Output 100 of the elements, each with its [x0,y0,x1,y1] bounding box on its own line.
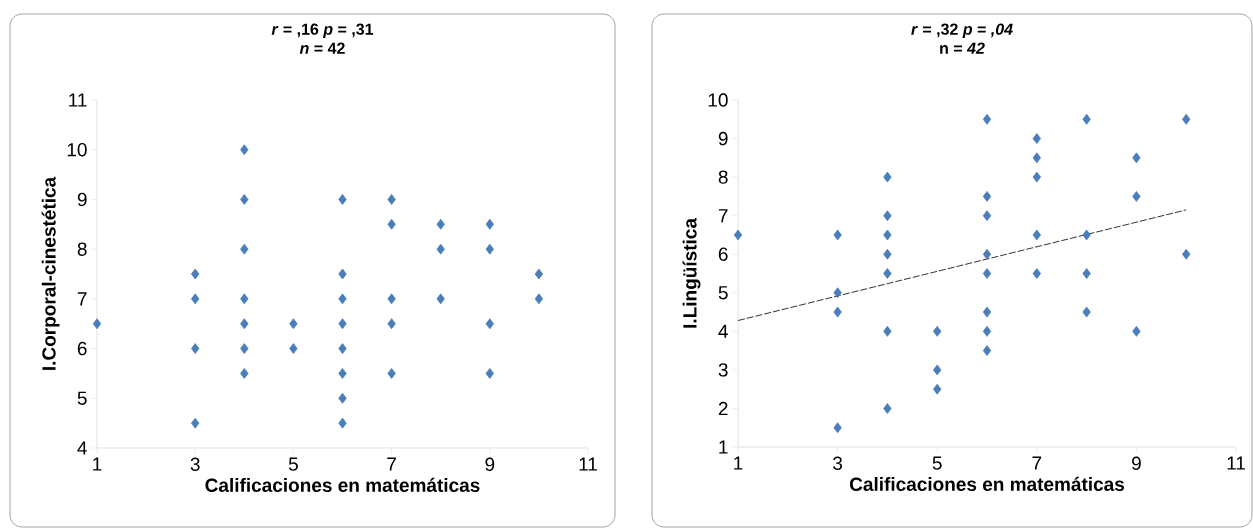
y-axis-title: I.Lingüística [682,217,701,328]
point [387,368,396,379]
point [387,194,396,205]
chart-title: r = ,32 p = ,04 [911,23,1013,39]
point [982,113,992,125]
point [982,190,992,202]
x-tick-label: 1 [734,456,743,470]
point [338,318,347,330]
point [1032,268,1041,279]
point [240,368,249,379]
chart-title: r = ,16 p = ,31 [271,23,374,39]
point [1182,113,1191,125]
point [436,243,445,255]
point [338,268,347,280]
point [436,218,445,230]
point [338,343,347,354]
point [1082,268,1091,279]
x-tick-label: 7 [1032,456,1042,470]
point [485,318,494,330]
x-tick-label: 3 [190,457,200,471]
point [733,229,743,241]
x-tick-label: 7 [387,457,396,471]
y-axis-title: I.Corporal-cinestética [41,176,60,370]
point [833,306,842,318]
x-tick-label: 9 [485,457,495,471]
point [982,248,992,260]
point [933,364,942,376]
point [833,422,842,434]
point [191,417,200,429]
point [387,218,396,230]
point [933,325,942,337]
point [1082,113,1091,125]
y-tick-label: 5 [718,286,728,300]
point [1032,133,1041,144]
x-axis-title: Calificaciones en matemáticas [205,477,480,492]
point [387,293,396,305]
point [240,194,249,205]
y-tick-label: 7 [77,292,87,306]
x-tick-label: 11 [579,457,597,471]
point [883,248,892,260]
y-tick-label: 8 [718,170,728,184]
point [933,383,942,395]
y-tick-label: 6 [718,247,728,261]
y-tick-label: 1 [719,440,728,454]
point [883,325,892,337]
point [982,210,992,222]
point [883,268,892,279]
point [883,210,892,222]
chart-subtitle: n = 42 [940,42,985,54]
y-tick-label: 5 [77,391,87,405]
point [338,417,347,429]
point [883,403,892,414]
point [92,318,102,330]
y-tick-label: 6 [77,341,87,356]
point [1132,190,1141,202]
point [485,243,494,255]
point [1082,229,1091,241]
x-axis-title: Calificaciones en matemáticas [849,476,1125,491]
point [338,368,347,379]
point [289,318,298,330]
point [982,325,992,337]
point [191,343,200,354]
y-tick-label: 8 [77,242,87,256]
y-tick-label: 10 [708,93,728,107]
point [534,268,544,280]
point [240,144,249,156]
point [485,368,494,379]
y-tick-label: 9 [718,131,728,146]
y-tick-label: 3 [718,363,728,377]
x-tick-label: 9 [1132,456,1141,470]
point [833,229,842,241]
y-tick-label: 11 [69,93,87,107]
y-tick-label: 9 [77,192,87,207]
point [387,318,396,330]
point [485,218,494,230]
point [982,345,992,357]
point [1032,229,1041,241]
point [240,293,249,305]
point [289,343,298,354]
point [436,293,445,305]
point [1032,171,1041,183]
point [240,243,249,255]
point [240,343,249,354]
point [191,293,200,305]
x-tick-label: 3 [833,456,843,470]
point [982,268,992,279]
chart-subtitle: n = 42 [299,42,345,54]
point [240,318,249,330]
x-tick-label: 5 [288,457,298,471]
x-tick-label: 11 [1227,456,1245,470]
point [883,171,892,183]
point [338,392,347,404]
point [534,293,544,305]
point [338,194,347,205]
y-tick-label: 10 [67,142,87,157]
point [982,306,992,318]
point [1132,152,1141,164]
y-tick-label: 2 [718,401,728,416]
y-tick-label: 4 [718,324,728,338]
point [338,293,347,305]
